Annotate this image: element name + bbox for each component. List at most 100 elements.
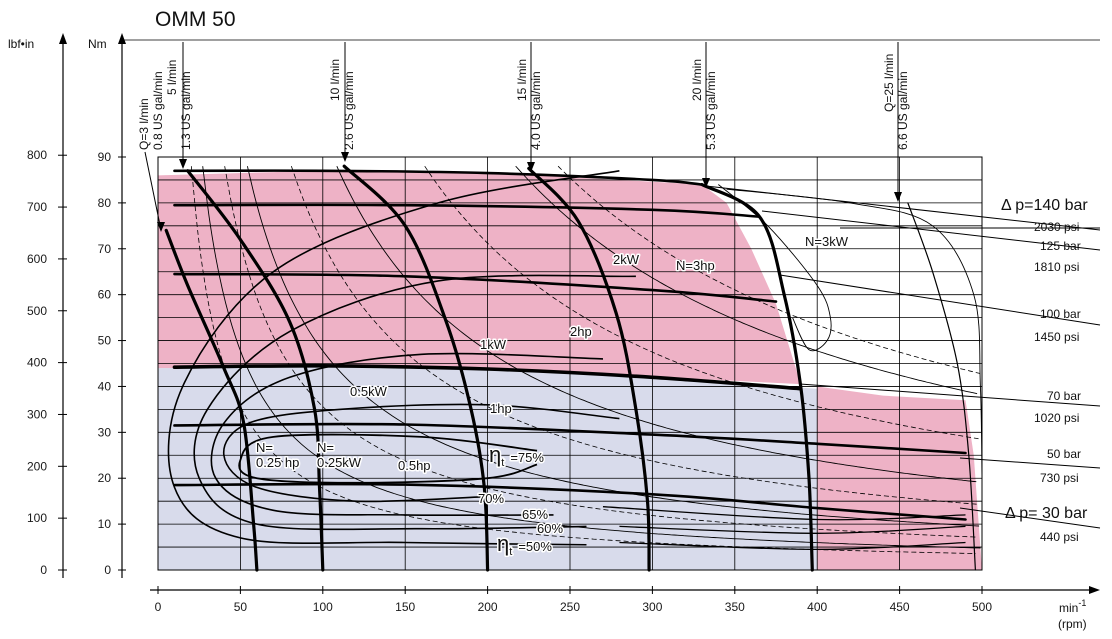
chart-axes: 0102030405060708090010020030040050060070… — [27, 33, 1100, 614]
nm-tick-label-70: 70 — [98, 242, 112, 256]
efficiency-label-65: 65% — [522, 507, 548, 522]
efficiency-curve-eff-75 — [238, 433, 538, 484]
chart-grid — [120, 39, 1100, 571]
power-label-0.25kw: 0.25kW — [317, 455, 362, 470]
pressure-psi-730: 730 psi — [1040, 471, 1079, 485]
efficiency-extension-2 — [619, 541, 966, 551]
lbf-tick-label-100: 100 — [27, 511, 47, 525]
lbf-tick-label-0: 0 — [40, 563, 47, 577]
power-label-0.25hp: 0.25 hp — [256, 455, 299, 470]
x-tick-label-450: 450 — [890, 600, 910, 614]
flow-leader-0 — [144, 151, 162, 231]
flow-leader-arrow-2 — [341, 152, 349, 162]
power-label-n-b: N= — [317, 440, 334, 455]
chart-title: OMM 50 — [155, 8, 236, 31]
nm-tick-label-0: 0 — [104, 563, 111, 577]
nm-tick-label-50: 50 — [98, 334, 112, 348]
lbf-tick-label-200: 200 — [27, 459, 47, 473]
lbf-tick-label-600: 600 — [27, 252, 47, 266]
efficiency-curve-eff-70 — [222, 403, 620, 503]
pressure-curve-3 — [172, 363, 803, 391]
flow-leader-arrow-5 — [894, 192, 902, 202]
power-curve-n025hp — [190, 166, 976, 554]
x-tick-label-200: 200 — [478, 600, 498, 614]
pressure-leader-2 — [779, 274, 1101, 326]
pressure-psi-1810: 1810 psi — [1034, 260, 1079, 274]
x-tick-label-300: 300 — [642, 600, 662, 614]
flow-gpm-2.6: 2.6 US gal/min — [342, 71, 356, 150]
flow-leader-arrow-3 — [527, 162, 535, 172]
efficiency-label-70: 70% — [478, 491, 504, 506]
nm-tick-label-10: 10 — [98, 517, 112, 531]
pressure-leader-1 — [761, 210, 1101, 251]
flow-curve-3 — [527, 166, 651, 572]
power-label-0.5hp: 0.5hp — [398, 458, 431, 473]
power-curve-n025kw — [202, 166, 981, 549]
power-curve-n1hp — [290, 166, 977, 505]
power-label-3hp: N=3hp — [676, 258, 715, 273]
nm-tick-label-30: 30 — [98, 425, 112, 439]
x-axis-rpm-label: (rpm) — [1058, 617, 1087, 631]
nm-tick-label-80: 80 — [98, 196, 112, 210]
pressure-psi-2030: 2030 psi — [1034, 220, 1079, 234]
efficiency-curve-eff-65 — [210, 352, 604, 517]
x-tick-label-0: 0 — [155, 600, 162, 614]
flow-gpm-0.8: 0.8 US gal/min — [151, 71, 165, 150]
power-curve-n2kw — [515, 165, 978, 395]
x-tick-label-500: 500 — [972, 600, 992, 614]
pressure-label-50bar: 50 bar — [1047, 447, 1081, 461]
pressure-label-125bar: 125 bar — [1040, 239, 1081, 253]
x-tick-label-350: 350 — [725, 600, 745, 614]
flow-label-5lpm: 5 l/min — [165, 60, 179, 95]
efficiency-extension-1 — [619, 525, 966, 534]
nm-tick-label-40: 40 — [98, 379, 112, 393]
pressure-curve-0 — [173, 169, 704, 186]
pressure-curve-4 — [173, 422, 967, 455]
x-tick-label-400: 400 — [807, 600, 827, 614]
power-curve-n3kw — [718, 184, 832, 352]
pressure-leader-4 — [959, 457, 1101, 469]
flow-gpm-1.3: 1.3 US gal/min — [179, 71, 193, 150]
flow-leader-arrow-1 — [179, 159, 187, 169]
lbf-tick-label-700: 700 — [27, 200, 47, 214]
pressure-curve-2 — [173, 272, 778, 303]
plot-frame — [157, 156, 983, 571]
pressure-leader-5 — [959, 507, 1101, 529]
lbf-tick-label-300: 300 — [27, 407, 47, 421]
nm-tick-label-90: 90 — [98, 150, 112, 164]
power-label-1hp: 1hp — [490, 401, 512, 416]
efficiency-label-60: 60% — [537, 521, 563, 536]
flow-label-10lpm: 10 l/min — [328, 59, 342, 101]
efficiency-label-75: ηt =75% — [489, 442, 544, 469]
x-tick-label-50: 50 — [234, 600, 248, 614]
efficiency-curve-eff-50 — [167, 170, 620, 546]
flow-label-3lpm: Q=3 l/min — [137, 98, 151, 150]
x-tick-label-100: 100 — [313, 600, 333, 614]
nm-axis-arrow — [118, 33, 126, 44]
flow-curve-5 — [907, 202, 976, 571]
pressure-leader-0 — [705, 185, 1101, 231]
power-label-2kw: 2kW — [613, 252, 640, 267]
pressure-lines — [172, 169, 1101, 529]
nm-tick-label-20: 20 — [98, 471, 112, 485]
y-axis-nm-label: Nm — [88, 37, 107, 51]
power-label-0.5kw: 0.5kW — [350, 384, 388, 399]
flow-label-25lpm: Q=25 l/min — [882, 54, 896, 112]
lbf-tick-label-400: 400 — [27, 356, 47, 370]
pressure-psi-1020: 1020 psi — [1034, 411, 1079, 425]
pressure-label-140bar: Δ p=140 bar — [1001, 197, 1088, 214]
pressure-psi-1450: 1450 psi — [1034, 330, 1079, 344]
flow-lines — [144, 42, 976, 572]
x-axis-unit-label: min-1 — [1059, 598, 1086, 615]
power-curve-n3hp — [557, 165, 981, 374]
x-axis-arrow — [1089, 586, 1100, 594]
power-label-2hp: 2hp — [570, 324, 592, 339]
power-label-3kw: N=3kW — [805, 234, 849, 249]
efficiency-curves — [167, 170, 966, 551]
flow-gpm-6.6: 6.6 US gal/min — [896, 71, 910, 150]
lbf-axis-arrow — [59, 33, 67, 44]
flow-curve-1 — [186, 169, 325, 572]
pressure-label-100bar: 100 bar — [1040, 307, 1081, 321]
flow-curve-2 — [342, 164, 490, 572]
